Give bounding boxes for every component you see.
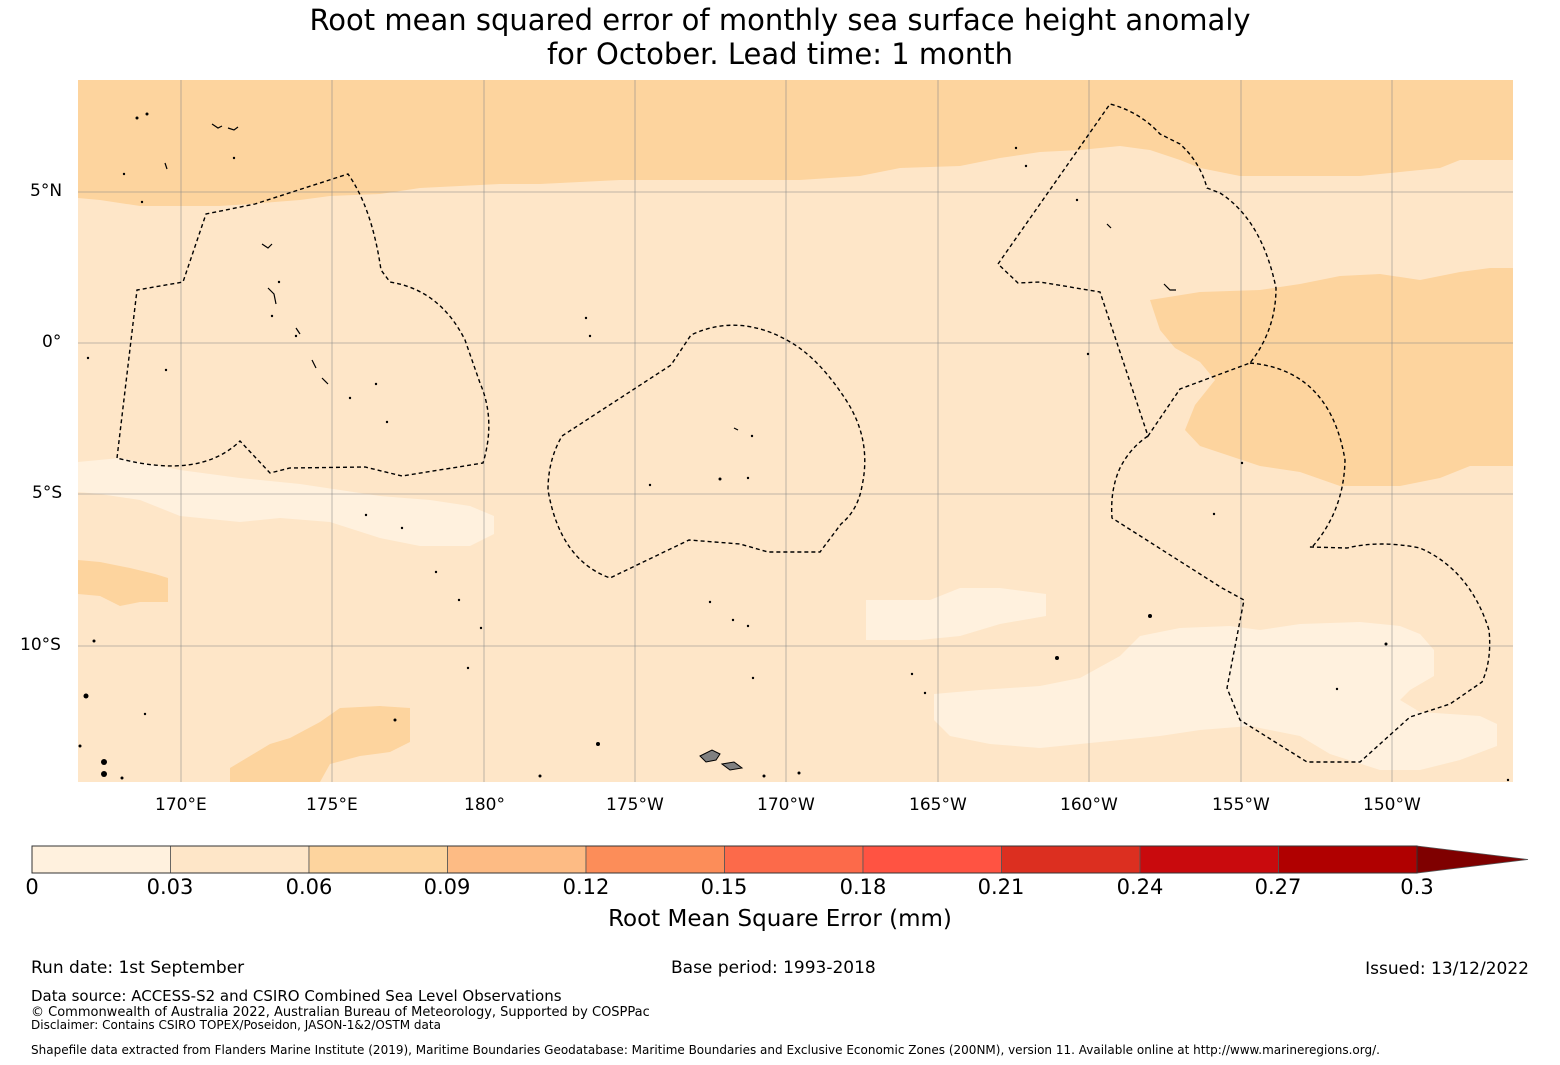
lat-label: 0° <box>42 332 62 352</box>
samoa-islands <box>699 749 744 771</box>
graticule <box>78 80 1513 782</box>
issued-date: Issued: 13/12/2022 <box>1365 959 1529 979</box>
small-islands <box>78 112 1510 782</box>
colorbar-segment <box>170 845 310 874</box>
lat-label: 10°S <box>20 635 61 655</box>
eez-tokelau <box>547 324 866 579</box>
colorbar-label: Root Mean Square Error (mm) <box>608 906 952 932</box>
disclaimer: Disclaimer: Contains CSIRO TOPEX/Poseido… <box>31 1018 441 1032</box>
colorbar-segment <box>1001 845 1141 874</box>
lat-label: 5°S <box>32 483 63 503</box>
lon-label: 160°W <box>1060 795 1118 815</box>
colorbar-tick-label: 0.24 <box>1116 875 1164 899</box>
rmse-field-north-band <box>78 80 1513 206</box>
eez-kiribati-gilbert <box>116 173 490 477</box>
colorbar-tick-label: 0.03 <box>146 875 194 899</box>
colorbar-tick-label: 0.12 <box>562 875 610 899</box>
rmse-field-light-band-southeast <box>934 622 1497 770</box>
colorbar-tick-label: 0.18 <box>839 875 887 899</box>
colorbar-tick-label: 0.09 <box>423 875 471 899</box>
rmse-field-west-patch <box>78 560 168 606</box>
lat-label: 5°N <box>30 181 63 201</box>
base-period: Base period: 1993-2018 <box>671 958 876 978</box>
map-panel <box>78 80 1513 782</box>
colorbar-segment <box>1139 845 1279 874</box>
colorbar-tick-label: 0 <box>25 875 39 899</box>
colorbar-tick-label: 0.15 <box>700 875 748 899</box>
chart-title-line-1: Root mean squared error of monthly sea s… <box>309 3 1251 37</box>
copyright: © Commonwealth of Australia 2022, Austra… <box>31 1005 650 1020</box>
colorbar-outline <box>31 845 1418 874</box>
lon-label: 175°W <box>606 795 664 815</box>
colorbar-segment <box>1278 845 1418 874</box>
colorbar-segment <box>447 845 587 874</box>
lon-label: 170°W <box>757 795 815 815</box>
colorbar <box>31 845 1529 874</box>
colorbar-tick-label: 0.3 <box>1400 875 1434 899</box>
rmse-field-light-band-west <box>78 458 494 546</box>
colorbar-segment <box>724 845 864 874</box>
colorbar-tick-label: 0.06 <box>285 875 333 899</box>
lon-label: 170°E <box>155 795 207 815</box>
colorbar-extend-arrow <box>1416 845 1529 874</box>
shapefile-credit: Shapefile data extracted from Flanders M… <box>31 1043 1380 1057</box>
colorbar-segment <box>308 845 448 874</box>
lon-label: 155°W <box>1212 795 1270 815</box>
run-date: Run date: 1st September <box>31 958 245 978</box>
colorbar-tick-label: 0.27 <box>1254 875 1302 899</box>
eez-cook-islands <box>1110 362 1491 763</box>
eez-boundaries <box>116 103 1491 763</box>
rmse-field-light-band-central <box>866 588 1046 640</box>
chart-title-line-2: for October. Lead time: 1 month <box>546 37 1014 71</box>
colorbar-segment <box>862 845 1002 874</box>
lon-label: 180° <box>464 795 505 815</box>
colorbar-segment <box>31 845 171 874</box>
colorbar-tick-label: 0.21 <box>977 875 1025 899</box>
lon-label: 150°W <box>1363 795 1421 815</box>
lon-label: 165°W <box>909 795 967 815</box>
data-source: Data source: ACCESS-S2 and CSIRO Combine… <box>31 987 562 1005</box>
rmse-field-southwest-patch <box>230 706 410 782</box>
colorbar-segment <box>585 845 725 874</box>
lon-label: 175°E <box>306 795 358 815</box>
eez-kiribati-line-north <box>997 103 1277 438</box>
island-outlines <box>164 123 1176 431</box>
